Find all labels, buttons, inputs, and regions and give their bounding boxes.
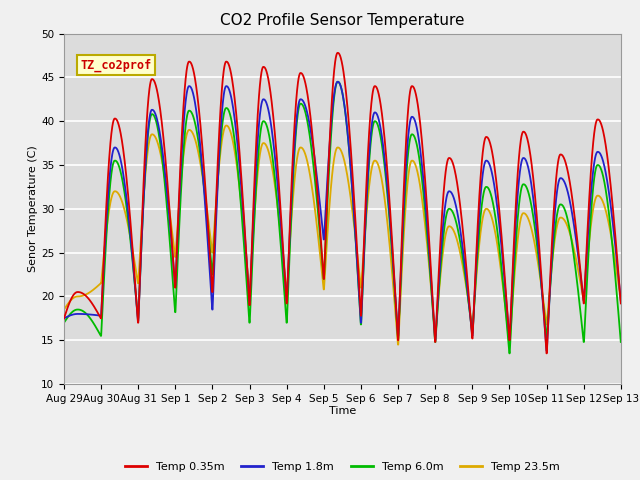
X-axis label: Time: Time (329, 407, 356, 417)
Y-axis label: Senor Temperature (C): Senor Temperature (C) (28, 145, 38, 272)
Legend: Temp 0.35m, Temp 1.8m, Temp 6.0m, Temp 23.5m: Temp 0.35m, Temp 1.8m, Temp 6.0m, Temp 2… (120, 457, 564, 477)
Title: CO2 Profile Sensor Temperature: CO2 Profile Sensor Temperature (220, 13, 465, 28)
Text: TZ_co2prof: TZ_co2prof (81, 59, 152, 72)
